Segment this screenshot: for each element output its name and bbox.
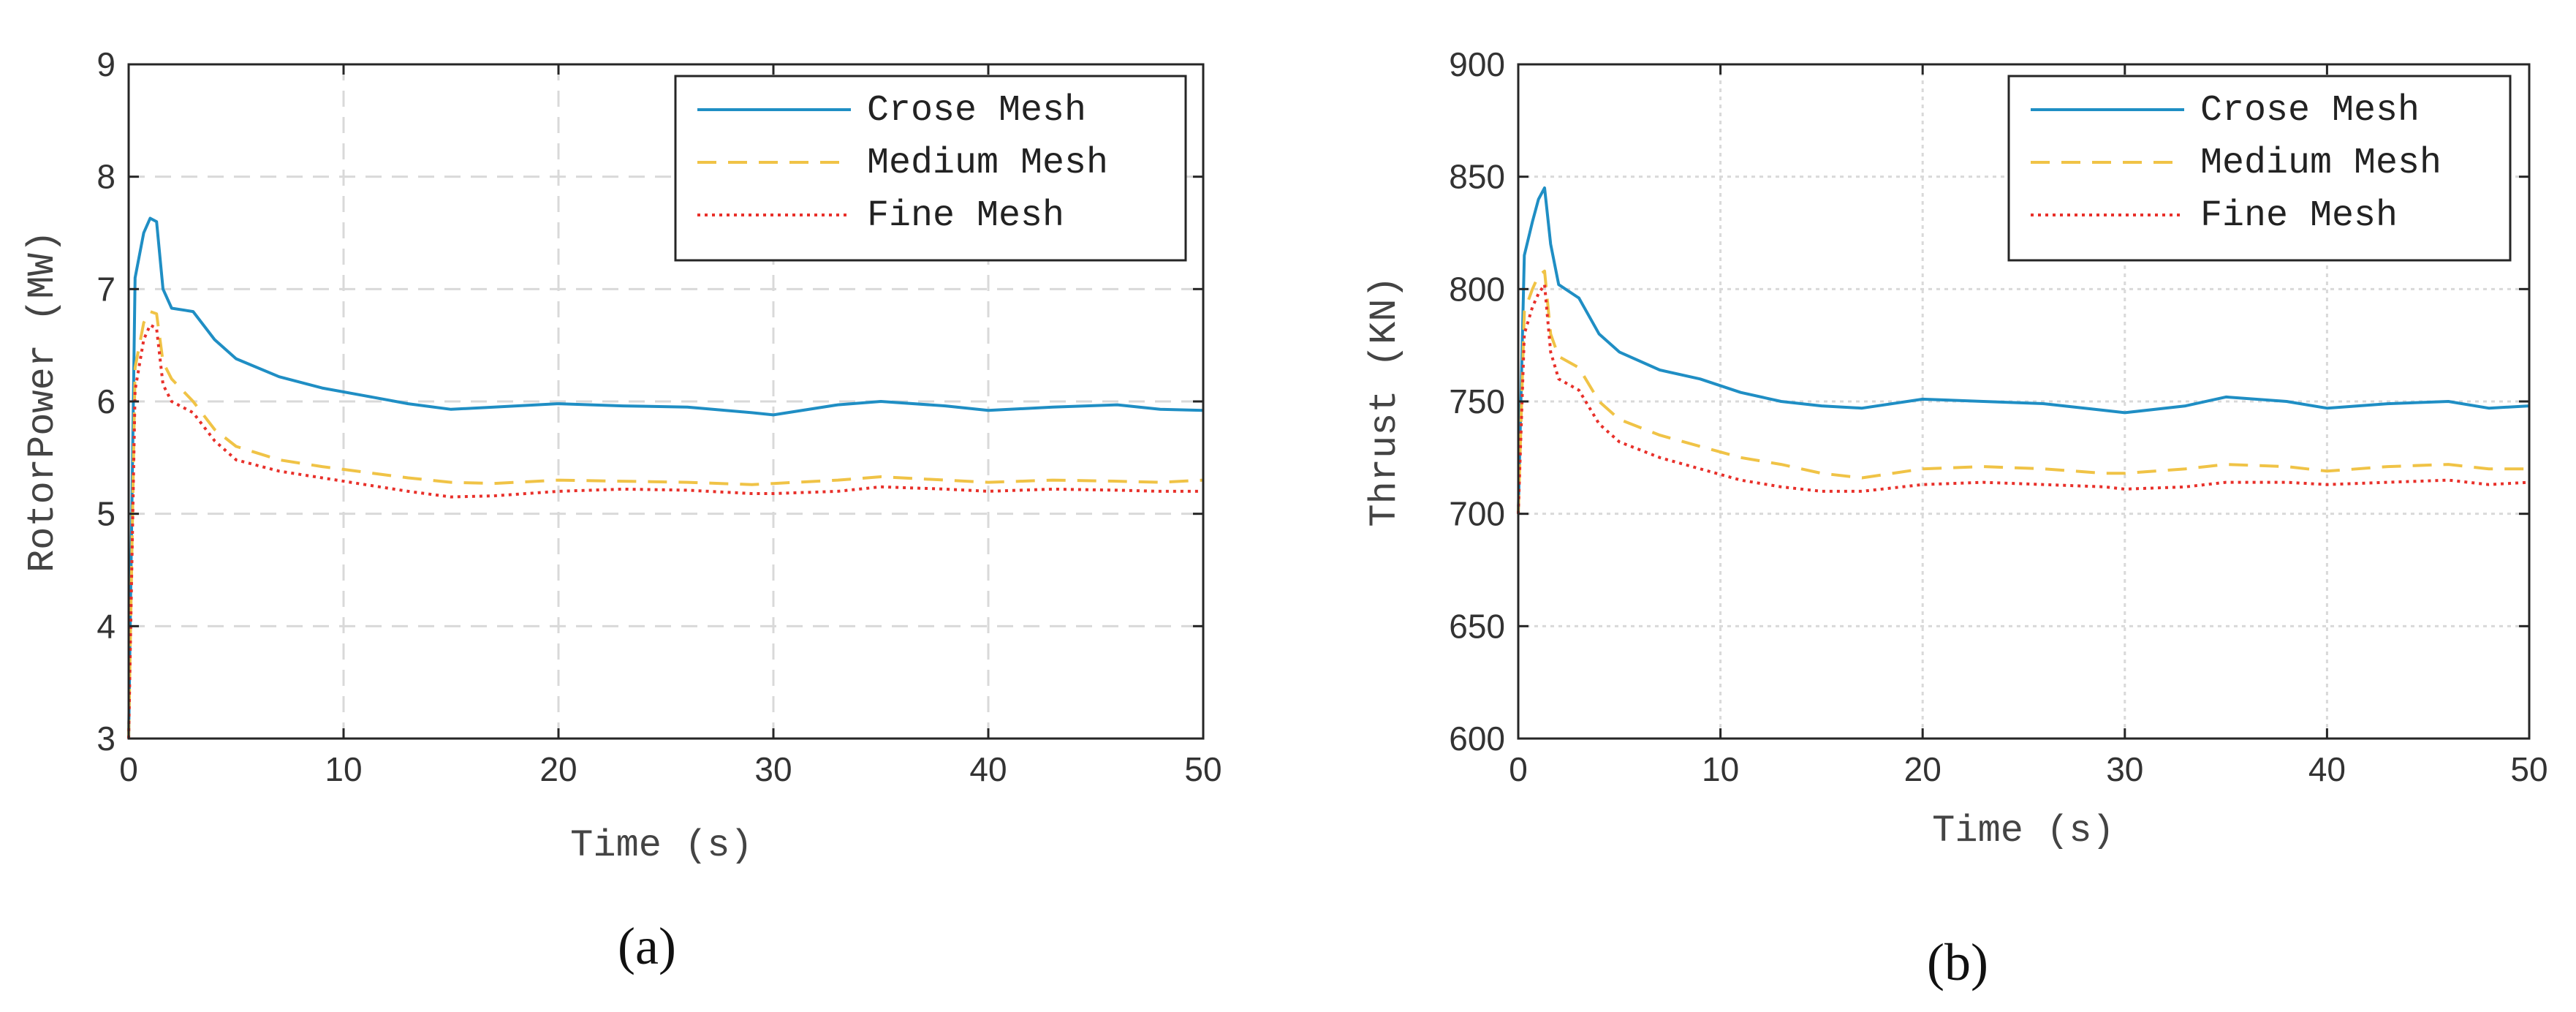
legend-label: Crose Mesh xyxy=(2200,90,2420,132)
y-tick-label: 800 xyxy=(1449,270,1505,308)
y-tick-label: 4 xyxy=(96,607,115,645)
y-tick-label: 7 xyxy=(96,270,115,308)
y-tick-label: 3 xyxy=(96,720,115,758)
x-tick-label: 40 xyxy=(969,750,1007,788)
series-line-fine-mesh xyxy=(1517,283,2530,514)
x-tick-label: 30 xyxy=(2106,750,2143,788)
y-axis-label: RotorPower (MW) xyxy=(21,230,64,573)
series-line-medium-mesh xyxy=(127,310,1204,739)
y-axis-label: Thrust (KN) xyxy=(1363,276,1406,526)
legend: Crose Mesh Medium Mesh Fine Mesh xyxy=(2007,75,2512,262)
series-line-medium-mesh xyxy=(1517,269,2529,514)
y-tick-label: 700 xyxy=(1449,495,1505,533)
series-line-crose-mesh xyxy=(127,216,1204,739)
legend-box xyxy=(2007,75,2512,262)
y-tick-label: 750 xyxy=(1449,382,1505,420)
x-tick-label: 20 xyxy=(539,750,577,788)
x-tick-label: 20 xyxy=(1904,750,1942,788)
y-tick-label: 6 xyxy=(96,382,115,420)
panel-label: (a) xyxy=(618,917,676,975)
x-axis-label: Time (s) xyxy=(1932,809,2115,853)
x-tick-label: 50 xyxy=(1184,750,1221,788)
x-tick-label: 40 xyxy=(2308,750,2346,788)
x-tick-label: 10 xyxy=(1702,750,1739,788)
x-tick-label: 30 xyxy=(754,750,792,788)
y-tick-label: 600 xyxy=(1449,720,1505,758)
chart-panel-b: 0 10 20 30 40 50 600 650 700 750 800 850 900 Time (s)… xyxy=(1363,45,2548,992)
legend-box xyxy=(674,75,1187,262)
x-tick-label: 0 xyxy=(119,750,138,788)
y-tick-label: 8 xyxy=(96,158,115,196)
legend-label: Fine Mesh xyxy=(2200,195,2398,237)
legend: Crose Mesh Medium Mesh Fine Mesh xyxy=(674,75,1187,262)
legend-label: Fine Mesh xyxy=(867,195,1064,237)
legend-label: Medium Mesh xyxy=(867,143,1108,184)
y-tick-label: 850 xyxy=(1449,158,1505,196)
y-tick-label: 5 xyxy=(96,495,115,533)
series-line-fine-mesh xyxy=(127,323,1203,739)
chart-panel-a: 0 10 20 30 40 50 3 4 5 6 7 8 9 Time (s) RotorPower (MW… xyxy=(21,45,1222,975)
legend-label: Medium Mesh xyxy=(2200,143,2441,184)
x-tick-label: 0 xyxy=(1509,750,1528,788)
y-tick-label: 650 xyxy=(1449,607,1505,645)
y-tick-label: 900 xyxy=(1449,45,1505,83)
series-line-crose-mesh xyxy=(1517,186,2530,514)
legend-label: Crose Mesh xyxy=(867,90,1086,132)
x-tick-label: 10 xyxy=(325,750,362,788)
y-tick-label: 9 xyxy=(96,45,115,83)
x-axis-label: Time (s) xyxy=(570,824,753,867)
x-tick-label: 50 xyxy=(2510,750,2547,788)
panel-label: (b) xyxy=(1927,933,1988,992)
